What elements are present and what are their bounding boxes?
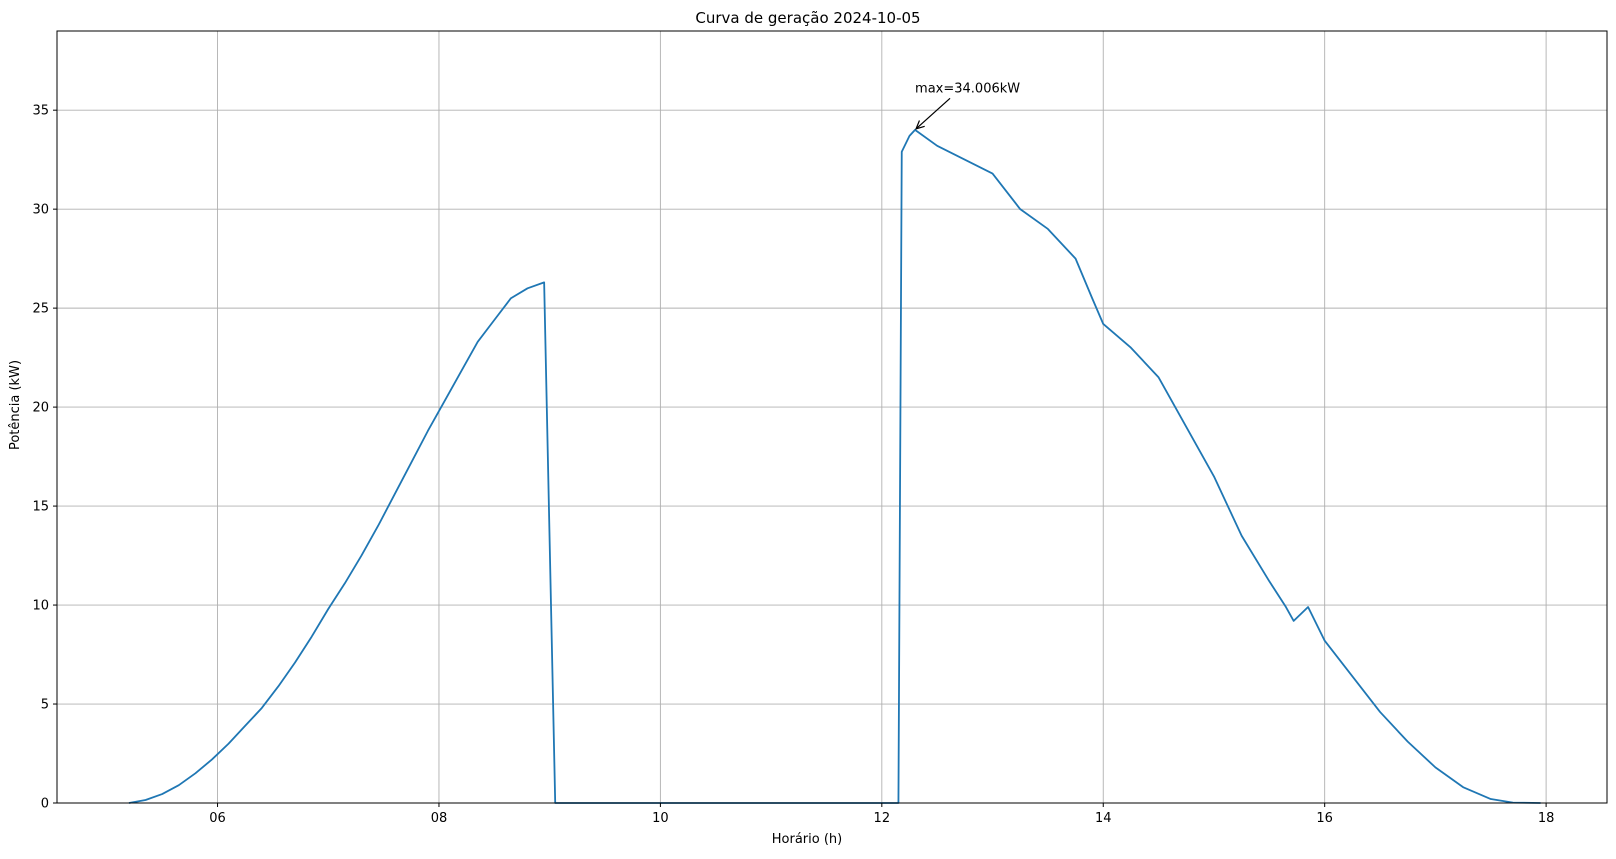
max-annotation-arrowhead	[915, 120, 925, 130]
max-annotation-label: max=34.006kW	[915, 81, 1020, 96]
y-axis-ticks: 0 5 10 15 20 25 30 35	[32, 104, 57, 812]
y-tick-label: 5	[41, 698, 49, 713]
grid-lines	[57, 31, 1607, 804]
y-tick-label: 20	[32, 401, 49, 416]
y-axis-label: Potência (kW)	[8, 360, 23, 450]
y-tick-label: 35	[32, 104, 49, 119]
max-annotation: max=34.006kW	[915, 81, 1020, 130]
chart-title: Curva de geração 2024-10-05	[695, 9, 920, 27]
power-series-line	[128, 128, 1541, 804]
x-tick-label: 08	[431, 811, 448, 826]
x-tick-label: 12	[874, 811, 891, 826]
y-tick-label: 25	[32, 302, 49, 317]
x-tick-label: 10	[652, 811, 669, 826]
max-annotation-arrow	[915, 97, 951, 130]
y-tick-label: 0	[41, 797, 49, 812]
series-layer	[128, 128, 1541, 804]
y-tick-label: 30	[32, 203, 49, 218]
y-tick-label: 15	[32, 500, 49, 515]
x-axis-ticks: 06 08 10 12 14 16 18	[209, 803, 1554, 826]
x-tick-label: 18	[1538, 811, 1555, 826]
x-tick-label: 06	[209, 811, 226, 826]
x-tick-label: 16	[1316, 811, 1333, 826]
axes-frame	[56, 30, 1608, 804]
x-tick-label: 14	[1095, 811, 1112, 826]
y-tick-label: 10	[32, 599, 49, 614]
x-axis-label: Horário (h)	[772, 832, 842, 847]
